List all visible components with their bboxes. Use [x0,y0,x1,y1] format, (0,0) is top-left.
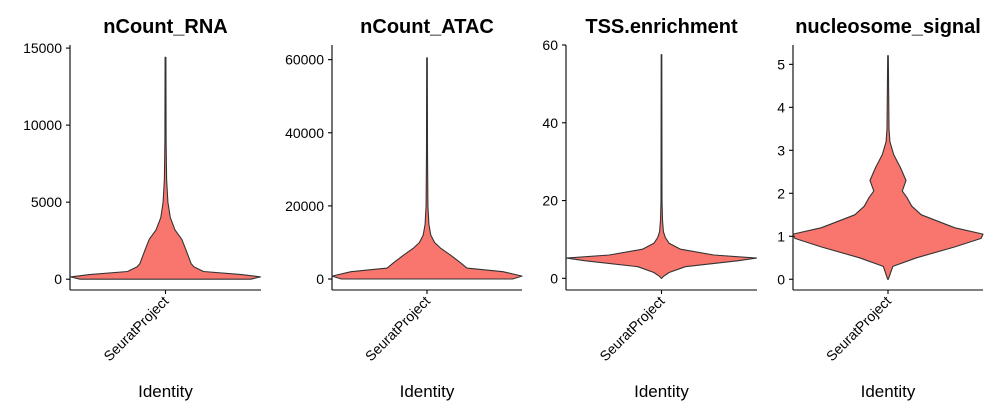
x-tick-label: SeuratProject [596,293,667,364]
x-axis-title: Identity [400,382,455,401]
y-tick-label: 0 [54,271,62,287]
y-tick-label: 20 [542,193,558,209]
y-tick-label: 40 [542,115,558,131]
y-tick-label: 0 [777,271,785,287]
y-tick-label: 5 [777,56,785,72]
panel-title: nCount_RNA [103,16,227,38]
x-axis-title: Identity [634,382,689,401]
y-tick-label: 15000 [23,40,62,56]
y-tick-label: 60000 [285,52,324,68]
y-tick-label: 3 [777,142,785,158]
y-tick-label: 0 [550,270,558,286]
y-tick-label: 60 [542,37,558,53]
x-tick-label: SeuratProject [362,293,433,364]
y-tick-label: 0 [316,271,324,287]
violin-panel-1: nCount_RNA 0 5000 10000 15000 SeuratProject Id… [23,16,262,401]
y-tick-label: 20000 [285,198,324,214]
violin-shape [565,54,758,279]
y-tick-label: 5000 [31,194,62,210]
violin-shape [792,55,984,280]
y-tick-label: 10000 [23,117,62,133]
violin-shape [69,56,262,280]
panel-title: nucleosome_signal [795,16,981,38]
panel-title: nCount_ATAC [360,16,494,38]
violin-panel-4: nucleosome_signal 0 1 2 3 4 5 SeuratProject Iden… [777,16,984,401]
y-tick-label: 40000 [285,125,324,141]
violin-panel-2: nCount_ATAC 0 20000 40000 60000 SeuratProject… [285,16,523,401]
x-axis-title: Identity [861,382,916,401]
x-axis-title: Identity [138,382,193,401]
violin-panel-3: TSS.enrichment 0 20 40 60 SeuratProject Identi… [542,16,758,401]
panel-title: TSS.enrichment [585,16,738,38]
y-tick-label: 2 [777,185,785,201]
violin-shape [331,57,523,280]
x-tick-label: SeuratProject [100,293,171,364]
x-tick-label: SeuratProject [823,293,894,364]
y-tick-label: 4 [777,99,785,115]
y-tick-label: 1 [777,228,785,244]
